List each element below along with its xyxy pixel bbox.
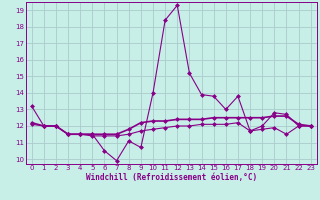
X-axis label: Windchill (Refroidissement éolien,°C): Windchill (Refroidissement éolien,°C)	[86, 173, 257, 182]
